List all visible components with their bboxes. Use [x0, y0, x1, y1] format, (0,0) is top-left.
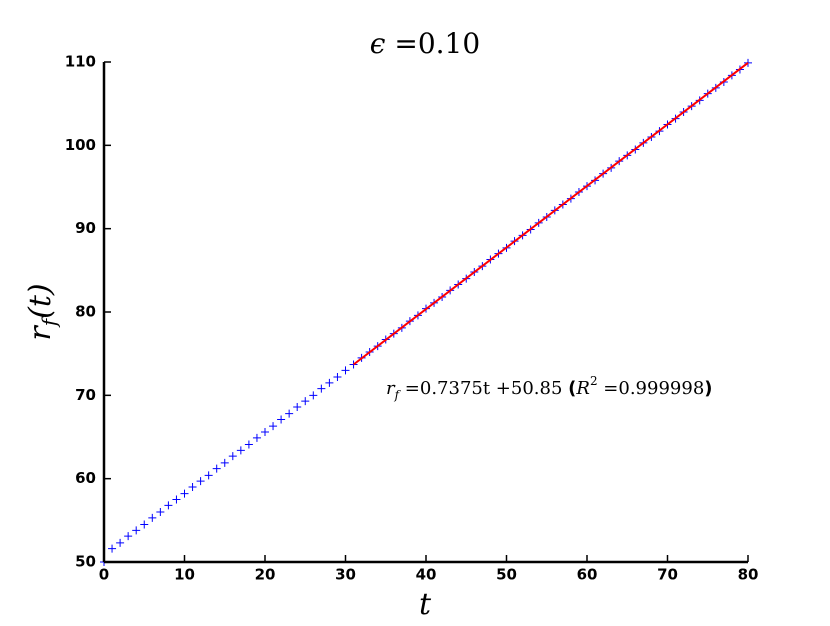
annotation: rf =0.7375t +50.85 (R2 =0.999998)	[386, 374, 713, 402]
point	[293, 403, 302, 411]
fit-line	[352, 62, 749, 366]
annotation-part: (	[568, 378, 576, 399]
label-part: (t)	[23, 283, 58, 318]
annotation-part: r	[386, 378, 396, 399]
x-tick-label: 10	[174, 566, 195, 584]
point	[164, 501, 173, 510]
point	[269, 422, 278, 431]
x-tick-label: 70	[657, 566, 678, 584]
point	[148, 513, 157, 522]
y-tick-label: 100	[65, 136, 96, 154]
annotation-part: =0.999998	[598, 378, 705, 399]
y-tick-label: 70	[75, 386, 96, 404]
point	[212, 464, 221, 473]
x-tick-label: 20	[255, 566, 276, 584]
y-tick-label: 60	[75, 469, 96, 487]
point	[204, 471, 213, 480]
point	[325, 378, 334, 387]
title-part: ϵ	[370, 27, 386, 60]
point	[333, 373, 342, 381]
point	[252, 433, 261, 442]
y-tick-label: 50	[75, 553, 96, 571]
point	[236, 446, 245, 455]
point	[156, 508, 165, 516]
x-tick-label: 40	[416, 566, 437, 584]
point	[309, 391, 318, 400]
point	[180, 489, 189, 498]
point	[220, 458, 229, 467]
point	[244, 440, 253, 449]
point	[140, 520, 149, 529]
y-tick-label: 110	[65, 53, 96, 71]
y-tick-label: 90	[75, 219, 96, 237]
label-part: r	[23, 325, 58, 341]
x-tick-label: 0	[99, 566, 109, 584]
point	[228, 452, 237, 461]
point	[285, 409, 294, 418]
point	[317, 384, 326, 393]
annotation-part: =0.7375t +50.85	[399, 378, 568, 399]
annotation-part: R	[575, 378, 590, 399]
point	[172, 495, 181, 504]
x-tick-label: 30	[335, 566, 356, 584]
annotation-part: )	[704, 378, 712, 399]
point	[132, 526, 141, 535]
annotation-part: f	[394, 388, 402, 402]
point	[188, 483, 197, 491]
point	[116, 538, 125, 547]
point	[196, 477, 205, 486]
x-axis-label: t	[419, 587, 432, 622]
point	[261, 428, 269, 436]
point	[124, 532, 133, 541]
point	[744, 58, 752, 67]
x-tick-label: 80	[738, 566, 759, 584]
point	[277, 415, 286, 424]
x-tick-label: 50	[496, 566, 517, 584]
chart-title: ϵ =0.10	[370, 27, 480, 60]
point	[108, 544, 117, 553]
x-tick-label: 60	[577, 566, 598, 584]
point	[301, 397, 310, 406]
point	[341, 366, 350, 375]
y-axis-label: rf(t)	[23, 283, 61, 340]
y-tick-label: 80	[75, 303, 96, 321]
annotation-part: 2	[590, 374, 598, 388]
title-part: =0.10	[385, 27, 480, 60]
